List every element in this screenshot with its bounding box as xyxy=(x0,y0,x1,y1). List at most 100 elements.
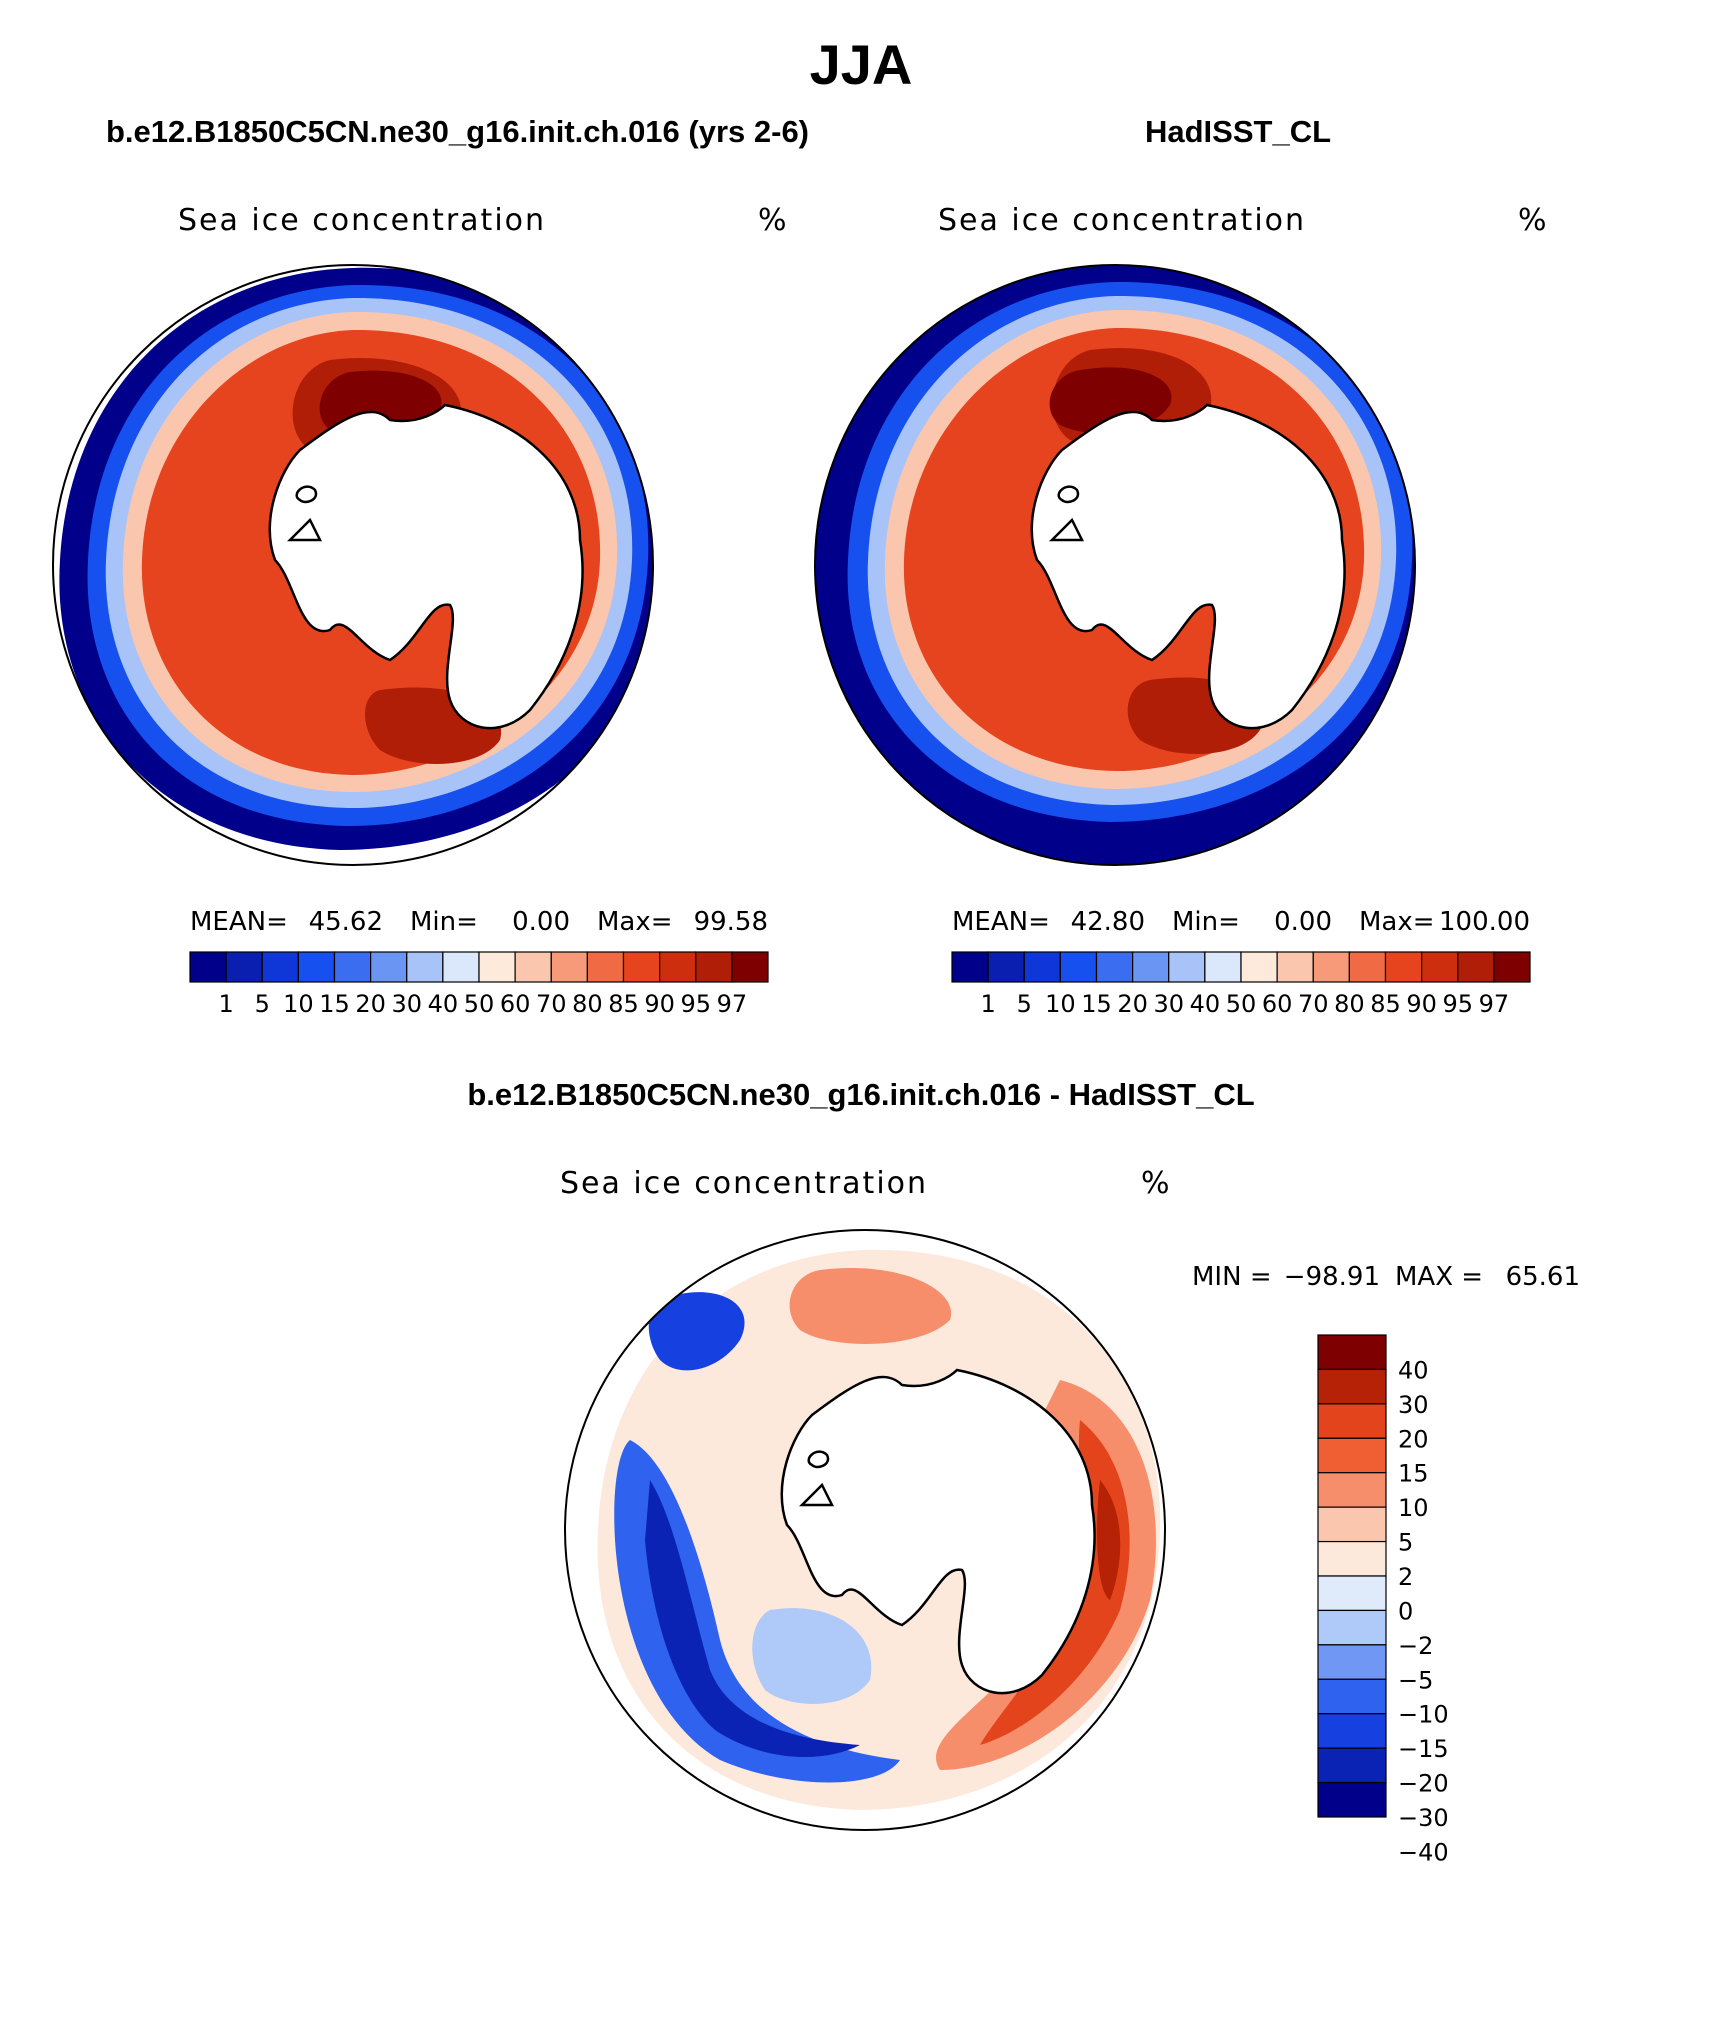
panel-model-case-title: b.e12.B1850C5CN.ne30_g16.init.ch.016 (yr… xyxy=(106,114,809,149)
colorbar-swatch xyxy=(550,951,588,983)
colorbar-swatch xyxy=(261,951,299,983)
colorbar-swatch xyxy=(1348,951,1387,983)
colorbar-swatch xyxy=(1317,1368,1387,1405)
colorbar-swatch xyxy=(731,951,769,983)
panel-obs-map xyxy=(814,264,1416,866)
colorbar-tick-label: 90 xyxy=(1406,990,1437,1018)
colorbar-tick-label: 40 xyxy=(428,990,459,1018)
colorbar-swatch xyxy=(1493,951,1531,983)
colorbar-swatch xyxy=(225,951,263,983)
colorbar-tick-label: 5 xyxy=(255,990,270,1018)
colorbar-tick-label: 80 xyxy=(1334,990,1365,1018)
colorbar-swatch xyxy=(1421,951,1459,983)
colorbar-swatch xyxy=(478,951,516,983)
colorbar-swatch xyxy=(1317,1437,1387,1474)
panel-model-min-value: 0.00 xyxy=(512,907,570,937)
colorbar-tick-label: 85 xyxy=(1370,990,1401,1018)
colorbar-tick-label: 10 xyxy=(1045,990,1076,1018)
colorbar-tick-label: 30 xyxy=(1153,990,1184,1018)
colorbar-swatch xyxy=(189,951,227,983)
colorbar-tick-label: 80 xyxy=(572,990,603,1018)
panel-obs-max-label: Max= xyxy=(1359,907,1435,937)
panel-obs: HadISST_CL Sea ice concentration % MEAN=… xyxy=(814,114,1547,1018)
colorbar-swatch xyxy=(1317,1713,1387,1749)
panel-diff-units-label: % xyxy=(1141,1166,1170,1201)
panel-obs-min-label: Min= xyxy=(1172,907,1240,937)
colorbar-tick-label: 5 xyxy=(1398,1529,1413,1557)
panel-obs-units-label: % xyxy=(1518,203,1547,238)
colorbar-tick-label: 15 xyxy=(1081,990,1112,1018)
colorbar-swatch xyxy=(659,951,697,983)
panel-diff-max-label: MAX = xyxy=(1395,1262,1483,1292)
panel-model-antarctica-land xyxy=(268,403,584,730)
panel-obs-map-frame xyxy=(814,264,1416,866)
colorbar-tick-label: 20 xyxy=(355,990,386,1018)
colorbar-swatch xyxy=(370,951,408,983)
colorbar-swatch xyxy=(1317,1747,1387,1784)
panel-diff-antarctica-land xyxy=(780,1368,1096,1695)
panel-diff-pos-east-3 xyxy=(1097,1480,1121,1600)
colorbar-tick-label: −15 xyxy=(1398,1735,1449,1763)
colorbar-swatch xyxy=(1317,1644,1387,1680)
panel-diff-peninsula xyxy=(798,1450,835,1507)
panel-diff: b.e12.B1850C5CN.ne30_g16.init.ch.016 - H… xyxy=(467,1077,1580,1866)
panel-model-map-frame xyxy=(52,264,654,866)
colorbar-tick-label: 30 xyxy=(391,990,422,1018)
colorbar-tick-label: 97 xyxy=(1479,990,1510,1018)
colorbar-swatch xyxy=(1095,951,1134,983)
colorbar-swatch xyxy=(442,951,480,983)
panel-obs-min-value: 0.00 xyxy=(1274,907,1332,937)
colorbar-tick-label: 50 xyxy=(1226,990,1257,1018)
panel-model-units-label: % xyxy=(758,203,787,238)
colorbar-tick-label: 85 xyxy=(608,990,639,1018)
panel-model-variable-label: Sea ice concentration xyxy=(178,203,546,238)
colorbar-tick-label: −5 xyxy=(1398,1666,1433,1694)
panel-diff-case-title: b.e12.B1850C5CN.ne30_g16.init.ch.016 - H… xyxy=(467,1077,1254,1112)
colorbar-swatch xyxy=(695,951,733,983)
colorbar-swatch xyxy=(1317,1403,1387,1439)
colorbar-tick-label: 40 xyxy=(1190,990,1221,1018)
colorbar-tick-label: 60 xyxy=(500,990,531,1018)
colorbar-swatch xyxy=(951,951,989,983)
colorbar-swatch xyxy=(406,951,444,983)
panel-model-max-label: Max= xyxy=(597,907,673,937)
colorbar-swatch xyxy=(1132,951,1170,983)
colorbar-swatch xyxy=(1023,951,1061,983)
colorbar-tick-label: 2 xyxy=(1398,1563,1413,1591)
panel-model-peninsula xyxy=(286,485,323,542)
colorbar-swatch xyxy=(333,951,372,983)
panel-model-colorbar: 1 5 10 15 20 30 40 50 60 70 80 85 90 95 97 xyxy=(189,951,769,1018)
colorbar-tick-label: 97 xyxy=(717,990,748,1018)
panel-model-min-label: Min= xyxy=(410,907,478,937)
panel-obs-antarctica-land xyxy=(1030,403,1346,730)
panel-obs-case-title: HadISST_CL xyxy=(1145,114,1331,149)
colorbar-tick-label: 95 xyxy=(1442,990,1473,1018)
colorbar-swatch xyxy=(1168,951,1206,983)
colorbar-tick-label: 70 xyxy=(536,990,567,1018)
colorbar-swatch xyxy=(1317,1506,1387,1543)
panel-diff-pos-north xyxy=(789,1268,952,1344)
colorbar-tick-label: −30 xyxy=(1398,1804,1449,1832)
colorbar-swatch xyxy=(1240,951,1278,983)
colorbar-tick-label: 70 xyxy=(1298,990,1329,1018)
colorbar-tick-label: 30 xyxy=(1398,1391,1429,1419)
panel-obs-peninsula xyxy=(1048,485,1085,542)
colorbar-swatch xyxy=(297,951,336,983)
colorbar-swatch xyxy=(1317,1781,1387,1818)
panel-model: b.e12.B1850C5CN.ne30_g16.init.ch.016 (yr… xyxy=(52,114,809,1018)
panel-model-mean-value: 45.62 xyxy=(309,907,383,937)
colorbar-swatch xyxy=(1317,1540,1387,1577)
colorbar-tick-label: 10 xyxy=(283,990,314,1018)
colorbar-tick-label: −10 xyxy=(1398,1701,1449,1729)
colorbar-tick-label: 1 xyxy=(980,990,995,1018)
colorbar-tick-label: 90 xyxy=(644,990,675,1018)
colorbar-swatch xyxy=(514,951,552,983)
colorbar-swatch xyxy=(1204,951,1242,983)
panel-diff-neg-light xyxy=(752,1608,872,1704)
colorbar-tick-label: 5 xyxy=(1017,990,1032,1018)
panel-obs-mean-label: MEAN= xyxy=(952,907,1050,937)
colorbar-swatch xyxy=(1384,951,1423,983)
colorbar-tick-label: 10 xyxy=(1398,1494,1429,1522)
